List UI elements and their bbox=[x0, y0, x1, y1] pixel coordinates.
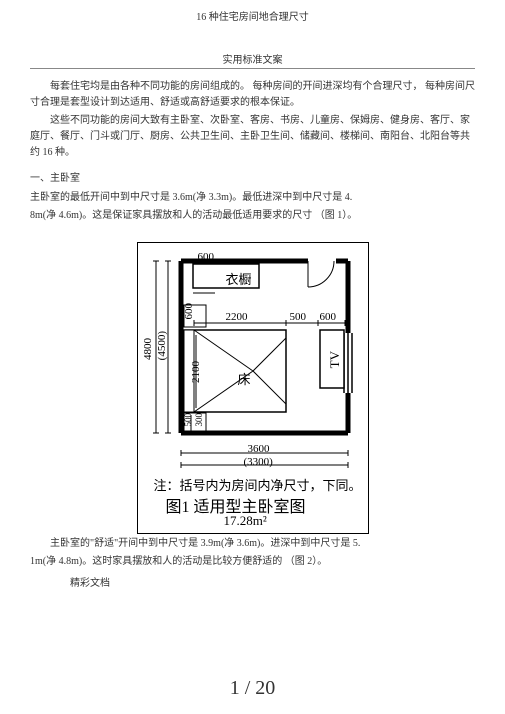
dim-left-outer: 4800 bbox=[142, 338, 154, 360]
figure-area: 17.28m² bbox=[224, 513, 267, 529]
dim-right-600: 600 bbox=[320, 311, 337, 323]
dim-bottom-500: 500 bbox=[183, 413, 193, 427]
label-wardrobe: 衣橱 bbox=[226, 269, 252, 288]
paragraph-3a: 主卧室的最低开间中到中尺寸是 3.6m(净 3.3m)。最低进深中到中尺寸是 4… bbox=[30, 190, 475, 206]
page-number: 1 / 20 bbox=[0, 677, 505, 700]
page: 16 种住宅房间地合理尺寸 实用标准文案 每套住宅均是由各种不同功能的房间组成的… bbox=[0, 0, 505, 714]
paragraph-1: 每套住宅均是由各种不同功能的房间组成的。 每种房间的开间进深均有个合理尺寸， 每… bbox=[30, 79, 475, 111]
dim-bed-w: 2200 bbox=[226, 311, 248, 323]
document-title: 16 种住宅房间地合理尺寸 bbox=[30, 8, 475, 23]
dim-bottom-outer: 3600 bbox=[248, 443, 270, 455]
dim-bottom-300: 300 bbox=[194, 413, 204, 427]
dim-bottom-inner: (3300) bbox=[244, 456, 273, 468]
diagram-container: 4800 (4500) 600 衣橱 600 2200 2100 床 500 6… bbox=[30, 242, 475, 534]
dim-right-500: 500 bbox=[290, 311, 307, 323]
subtitle: 实用标准文案 bbox=[30, 51, 475, 69]
dim-left-inner: (4500) bbox=[156, 331, 168, 360]
paragraph-2: 这些不同功能的房间大致有主卧室、次卧室、客房、书房、儿童房、保姆房、健身房、客厅… bbox=[30, 113, 475, 161]
dim-wardrobe-w: 600 bbox=[198, 251, 215, 263]
footer-para-a: 主卧室的"舒适"开间中到中尺寸是 3.9m(净 3.6m)。进深中到中尺寸是 5… bbox=[30, 536, 475, 552]
figure-note: 注：括号内为房间内净尺寸，下同。 bbox=[154, 475, 362, 494]
section-heading-1: 一、主卧室 bbox=[30, 169, 475, 184]
label-tv: TV bbox=[327, 351, 343, 368]
footer-brand: 精彩文档 bbox=[30, 574, 475, 589]
label-bed: 床 bbox=[238, 369, 251, 388]
dim-left-600: 600 bbox=[183, 303, 195, 320]
footer-para-b: 1m(净 4.8m)。这时家具摆放和人的活动是比较方便舒适的 （图 2）。 bbox=[30, 554, 475, 570]
dim-bed-l: 2100 bbox=[190, 361, 202, 383]
floor-plan-figure: 4800 (4500) 600 衣橱 600 2200 2100 床 500 6… bbox=[137, 242, 369, 534]
paragraph-3b: 8m(净 4.6m)。这是保证家具摆放和人的活动最低适用要求的尺寸 （图 1）。 bbox=[30, 208, 475, 224]
